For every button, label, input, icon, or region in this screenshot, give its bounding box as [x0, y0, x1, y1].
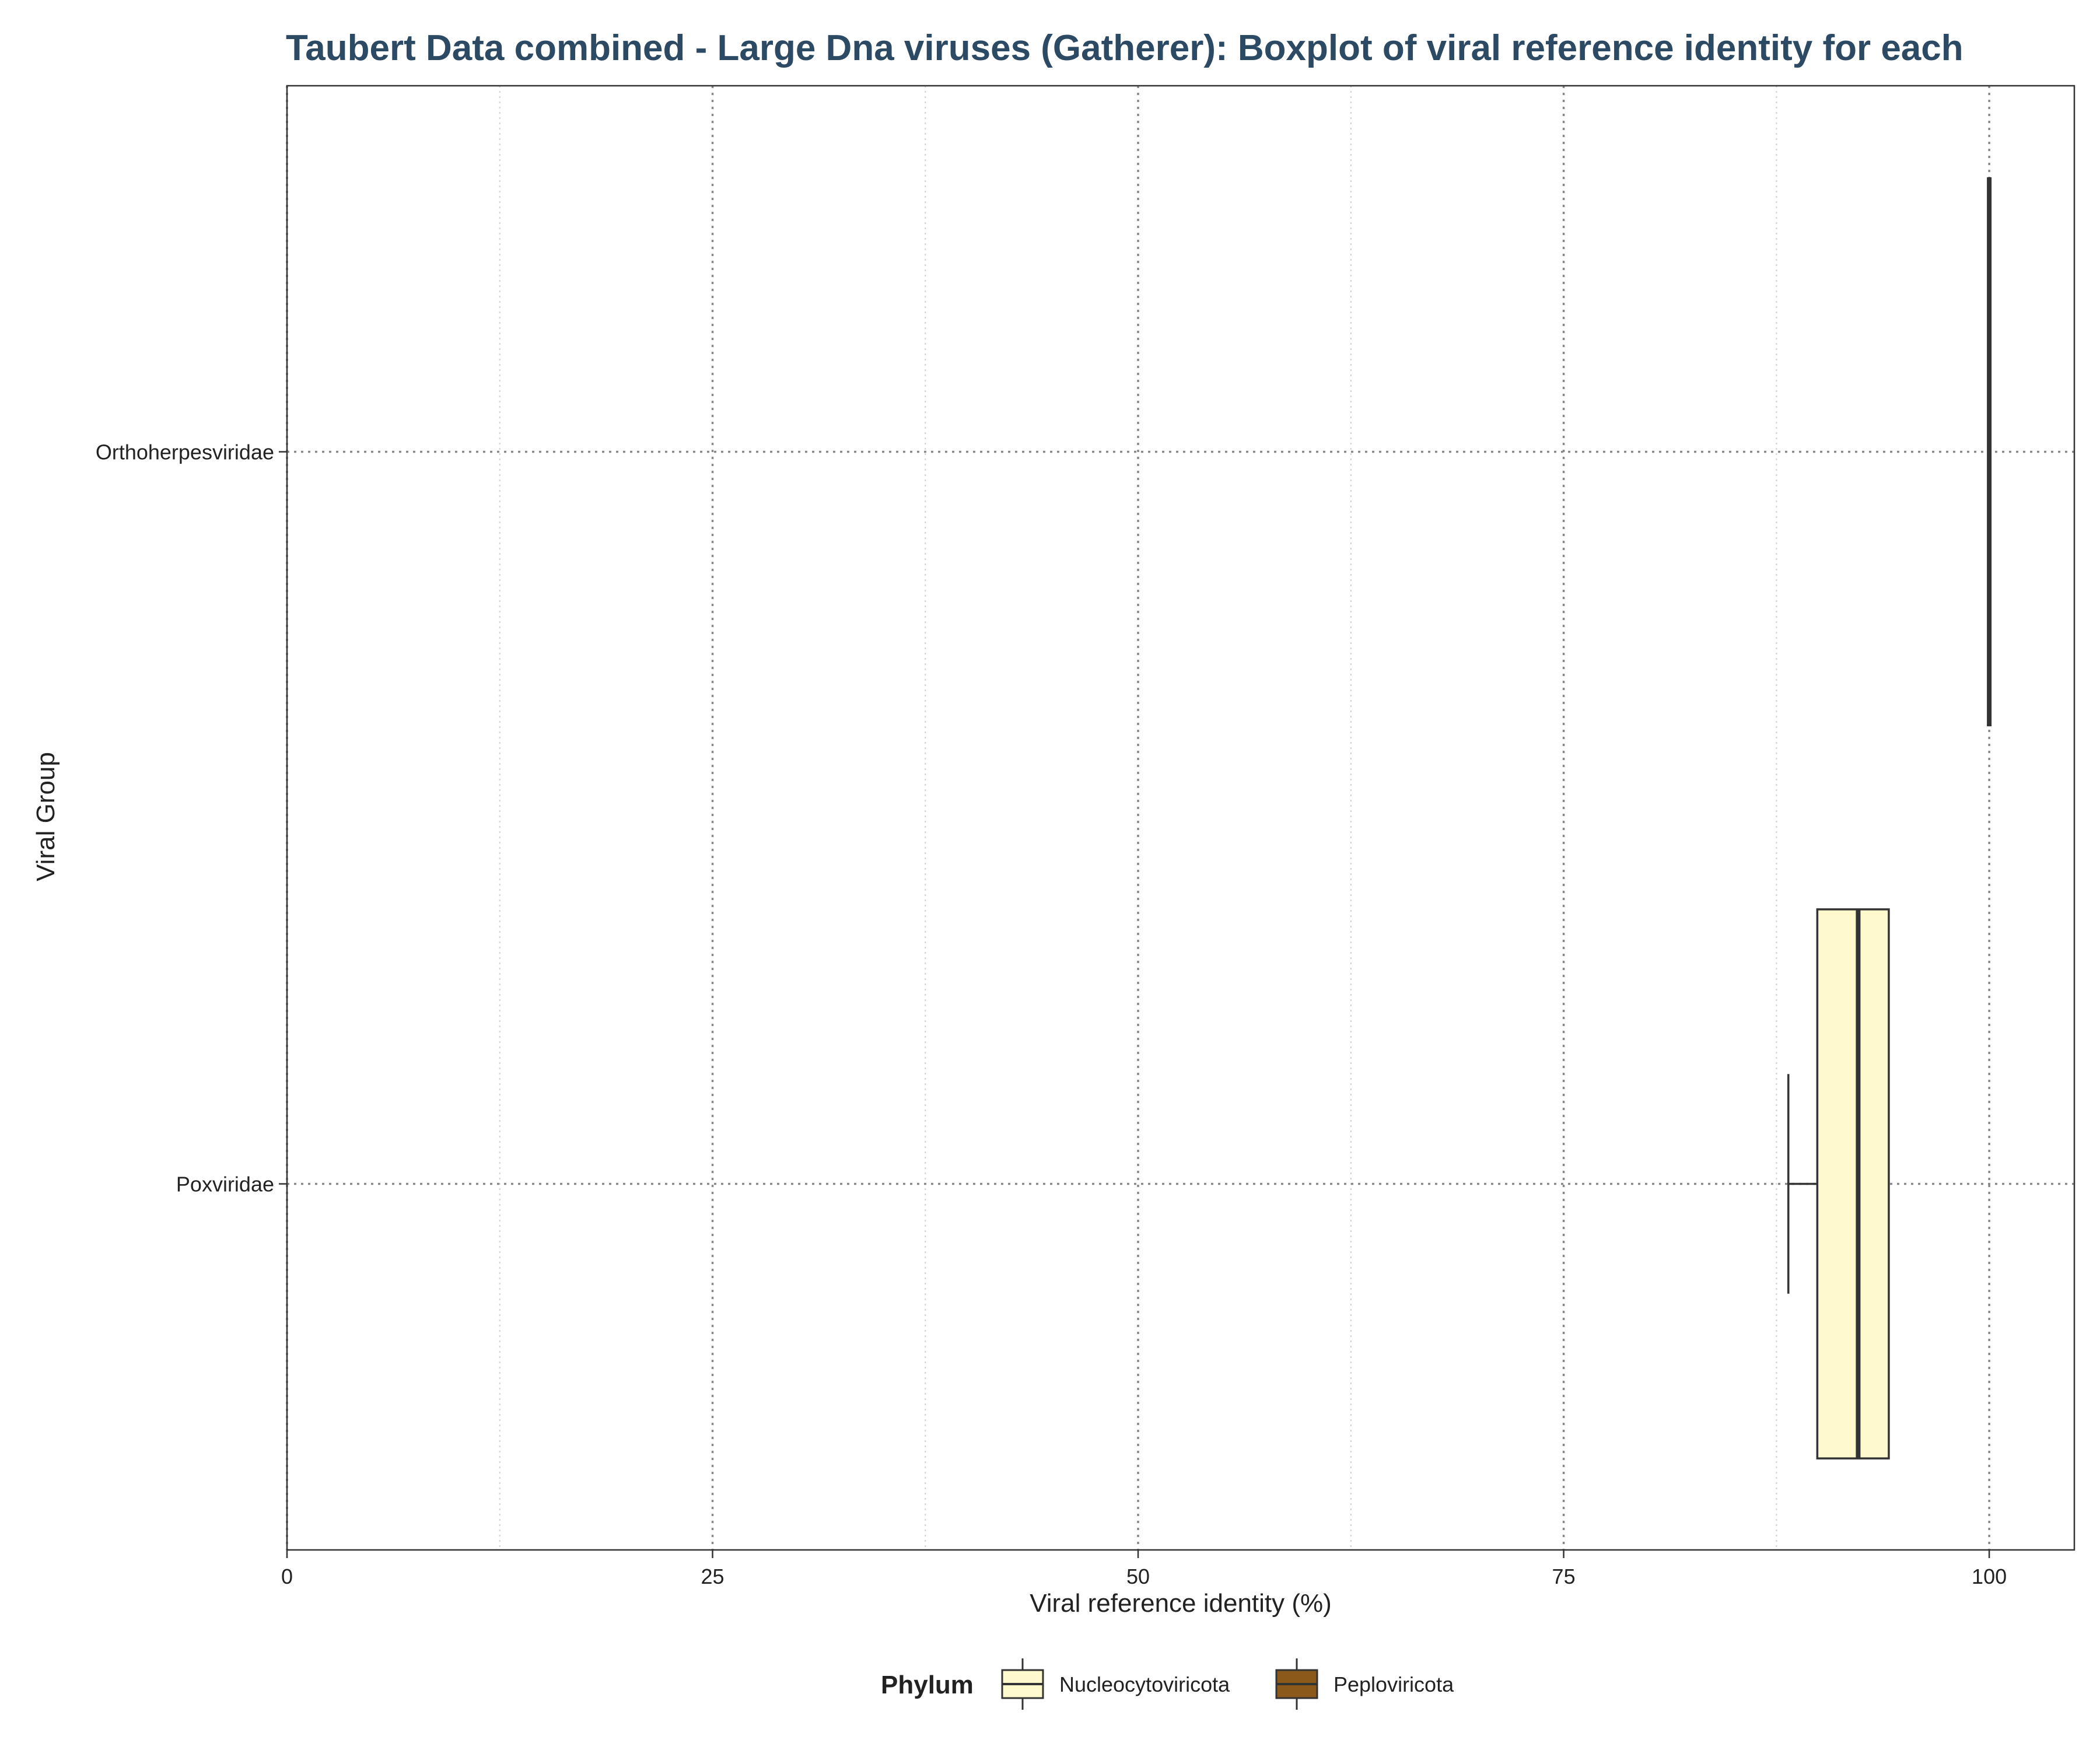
legend-title: Phylum — [881, 1671, 974, 1699]
x-tick-label: 100 — [1972, 1564, 2007, 1588]
legend-label: Peploviricota — [1334, 1672, 1454, 1696]
x-tick-label: 25 — [701, 1564, 724, 1588]
x-axis: 0 25 50 75 100 — [281, 1550, 2007, 1588]
y-tick-label: Poxviridae — [176, 1172, 274, 1196]
y-axis-title: Viral Group — [32, 752, 60, 881]
x-tick-label: 50 — [1126, 1564, 1150, 1588]
y-tick-label: Orthoherpesviridae — [96, 440, 274, 464]
x-axis-title: Viral reference identity (%) — [1030, 1589, 1332, 1618]
legend: Phylum Nucleocytoviricota Peploviricota — [881, 1658, 1454, 1710]
box-poxviridae — [1787, 908, 1890, 1460]
legend-label: Nucleocytoviricota — [1059, 1672, 1230, 1696]
grid-lines — [286, 86, 2074, 1550]
box-series — [1787, 177, 1992, 1460]
box-iqr — [1816, 908, 1890, 1460]
legend-key-nucleocytoviricota: Nucleocytoviricota — [1001, 1658, 1230, 1710]
x-tick-label: 0 — [281, 1564, 293, 1588]
legend-key-peploviricota: Peploviricota — [1275, 1658, 1454, 1710]
chart-title: Taubert Data combined - Large Dna viruse… — [286, 28, 1964, 68]
plot-panel-border — [286, 85, 2076, 1551]
x-tick-label: 75 — [1552, 1564, 1576, 1588]
y-axis: Orthoherpesviridae Poxviridae — [96, 440, 287, 1196]
